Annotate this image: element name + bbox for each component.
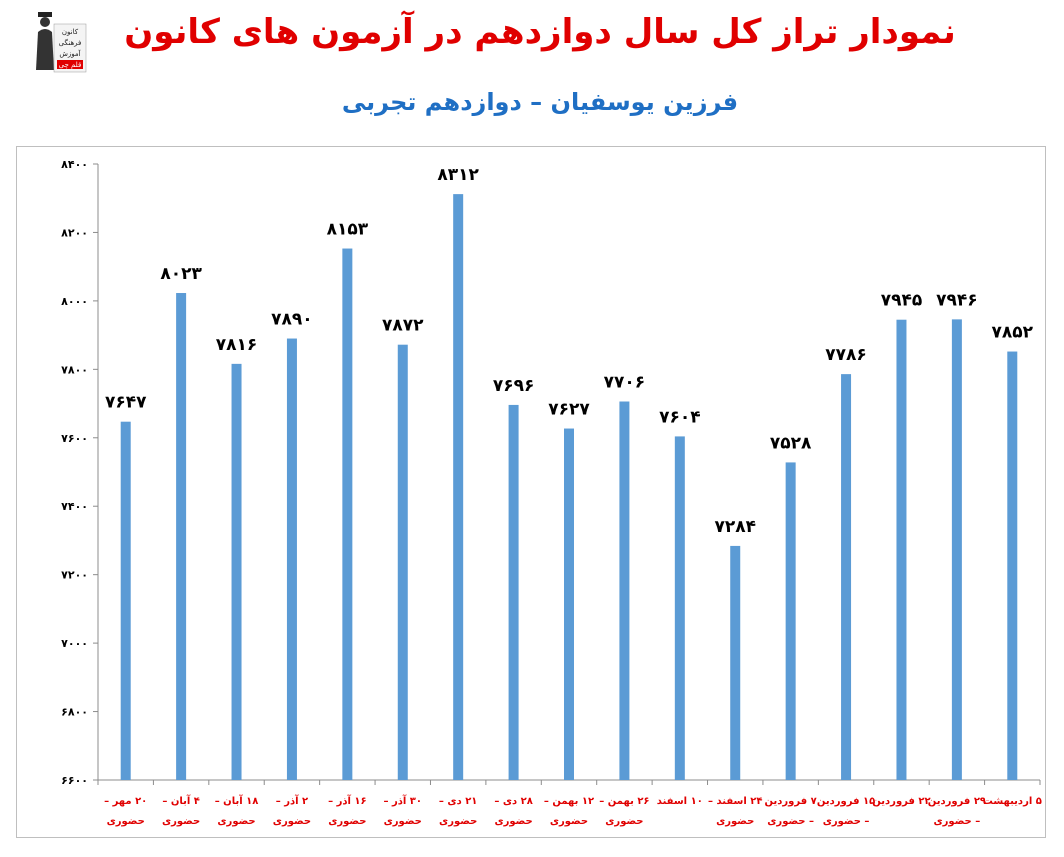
title-rest: سال دوازدهم در آزمون های کانون <box>124 12 712 52</box>
x-category-label: ۱۰ اسفند <box>657 796 703 807</box>
bar <box>619 401 630 780</box>
bar-value-label: ۷۷۸۶ <box>825 345 867 365</box>
bar-value-label: ۷۹۴۵ <box>881 291 923 311</box>
title-lead: نمودار تراز کل <box>711 12 956 52</box>
bar <box>951 319 962 780</box>
y-tick-label: ۷۶۰۰ <box>61 432 88 445</box>
chart-axes: ۶۶۰۰ ۶۸۰۰ ۷۰۰۰ ۷۲۰۰ ۷۴۰۰ ۷۶۰۰ ۷۸۰۰ ۸۰۰۰ ۸۲۰۰ ۸۴۰۰ <box>61 158 1041 787</box>
bar-value-label: ۷۶۲۷ <box>548 400 590 420</box>
x-category-label: – حضوری <box>767 816 814 827</box>
bar <box>342 248 353 781</box>
y-tick-label: ۸۴۰۰ <box>61 158 88 171</box>
bar <box>120 421 131 780</box>
bar-value-label: ۸۱۵۳ <box>327 220 369 240</box>
bar-value-label: ۷۶۴۷ <box>105 393 147 413</box>
bar-value-label: ۷۲۸۴ <box>714 517 756 537</box>
y-tick-label: ۶۶۰۰ <box>61 774 88 787</box>
bar-value-label: ۷۸۹۰ <box>271 310 313 330</box>
x-category-label: حضوری <box>494 816 532 827</box>
bar-value-label: ۷۶۰۴ <box>659 407 701 427</box>
logo-text-line: فرهنگی <box>59 38 82 47</box>
bar <box>1007 351 1018 780</box>
chart-category-labels: ۲۰ مهر – حضوری ۴ آبان – حضوری ۱۸ آبان – حضوری… <box>104 794 1042 827</box>
graduate-figure-icon: کانون فرهنگی آموزش قلم چی <box>36 12 87 73</box>
x-category-label: ۲ آذر – <box>276 794 308 807</box>
x-category-label: ۳۰ آذر – <box>384 794 423 807</box>
x-category-label: ۱۵ فروردین <box>817 796 875 807</box>
x-category-label: ۱۲ بهمن – <box>544 796 594 807</box>
chart-frame <box>16 146 1046 838</box>
bar-value-label: ۷۹۴۶ <box>936 290 978 310</box>
bar-value-label: ۷۷۰۶ <box>604 373 646 393</box>
x-category-label: حضوری <box>273 816 311 827</box>
bar <box>785 462 796 780</box>
x-category-label: ۲۲ فروردین <box>872 796 930 807</box>
bar <box>231 363 242 780</box>
y-tick-label: ۷۸۰۰ <box>61 363 88 376</box>
bar <box>730 545 741 780</box>
x-category-label: ۱۶ آذر – <box>328 794 367 807</box>
bar-value-label: ۸۰۲۳ <box>160 264 202 284</box>
x-category-label: حضوری <box>716 816 754 827</box>
x-category-label: ۴ آبان – <box>162 794 200 807</box>
y-tick-label: ۸۲۰۰ <box>61 226 88 239</box>
bar <box>564 428 574 780</box>
x-category-label: حضوری <box>384 816 422 827</box>
x-category-label: ۲۴ اسفند – <box>708 796 763 807</box>
x-category-label: – حضوری <box>823 816 870 827</box>
x-category-label: حضوری <box>162 816 200 827</box>
y-tick-label: ۷۰۰۰ <box>61 637 88 650</box>
x-category-label: ۲۹ فروردین <box>928 796 986 807</box>
bar <box>674 436 685 780</box>
x-category-label: ۲۶ بهمن – <box>599 796 649 807</box>
x-category-label: ۵ اردیبهشت <box>983 796 1042 807</box>
bar <box>453 194 464 781</box>
bar-value-label: ۸۳۱۲ <box>437 165 479 185</box>
bar-value-label: ۷۸۵۲ <box>992 323 1034 343</box>
bar-value-label: ۷۸۱۶ <box>216 335 258 355</box>
bar <box>841 374 852 780</box>
x-category-label: ۱۸ آبان – <box>215 794 259 807</box>
page-title: نمودار تراز کل سال دوازدهم در آزمون های … <box>100 12 980 52</box>
y-tick-label: ۸۰۰۰ <box>61 295 88 308</box>
logo-text-line: کانون <box>62 28 79 36</box>
y-tick-label: ۷۲۰۰ <box>61 569 88 582</box>
logo: کانون فرهنگی آموزش قلم چی <box>32 10 88 76</box>
x-category-label: ۲۰ مهر – <box>104 796 147 807</box>
page-subtitle: فرزین یوسفیان – دوازدهم تجربی <box>341 88 739 116</box>
bar-value-label: ۷۶۹۶ <box>493 376 535 396</box>
bar <box>896 319 907 780</box>
bar-value-label: ۷۸۷۲ <box>382 316 424 336</box>
x-category-label: حضوری <box>107 816 145 827</box>
bar <box>286 338 297 780</box>
logo-text-line: قلم چی <box>59 61 82 69</box>
y-tick-label: ۷۴۰۰ <box>61 500 88 513</box>
chart-data-labels: ۷۶۴۷ ۸۰۲۳ ۷۸۱۶ ۷۸۹۰ ۸۱۵۳ ۷۸۷۲ ۸۳۱۲ ۷۶۹۶ ۷۶۲۷ ۷۷۰۶… <box>105 165 1034 537</box>
bar <box>508 404 519 780</box>
x-category-label: ۷ فروردین <box>765 796 817 807</box>
logo-text-line: آموزش <box>59 49 81 58</box>
bar <box>397 344 408 780</box>
x-category-label: – حضوری <box>934 816 981 827</box>
chart-bars <box>120 194 1018 781</box>
x-category-label: ۲۸ دی – <box>494 796 532 807</box>
x-category-label: حضوری <box>550 816 588 827</box>
x-category-label: ۲۱ دی – <box>439 796 477 807</box>
x-category-label: حضوری <box>439 816 477 827</box>
bar <box>176 293 187 780</box>
x-category-label: حضوری <box>217 816 255 827</box>
x-category-label: حضوری <box>605 816 643 827</box>
bar-value-label: ۷۵۲۸ <box>770 433 812 453</box>
y-tick-label: ۶۸۰۰ <box>61 706 88 719</box>
x-category-label: حضوری <box>328 816 366 827</box>
